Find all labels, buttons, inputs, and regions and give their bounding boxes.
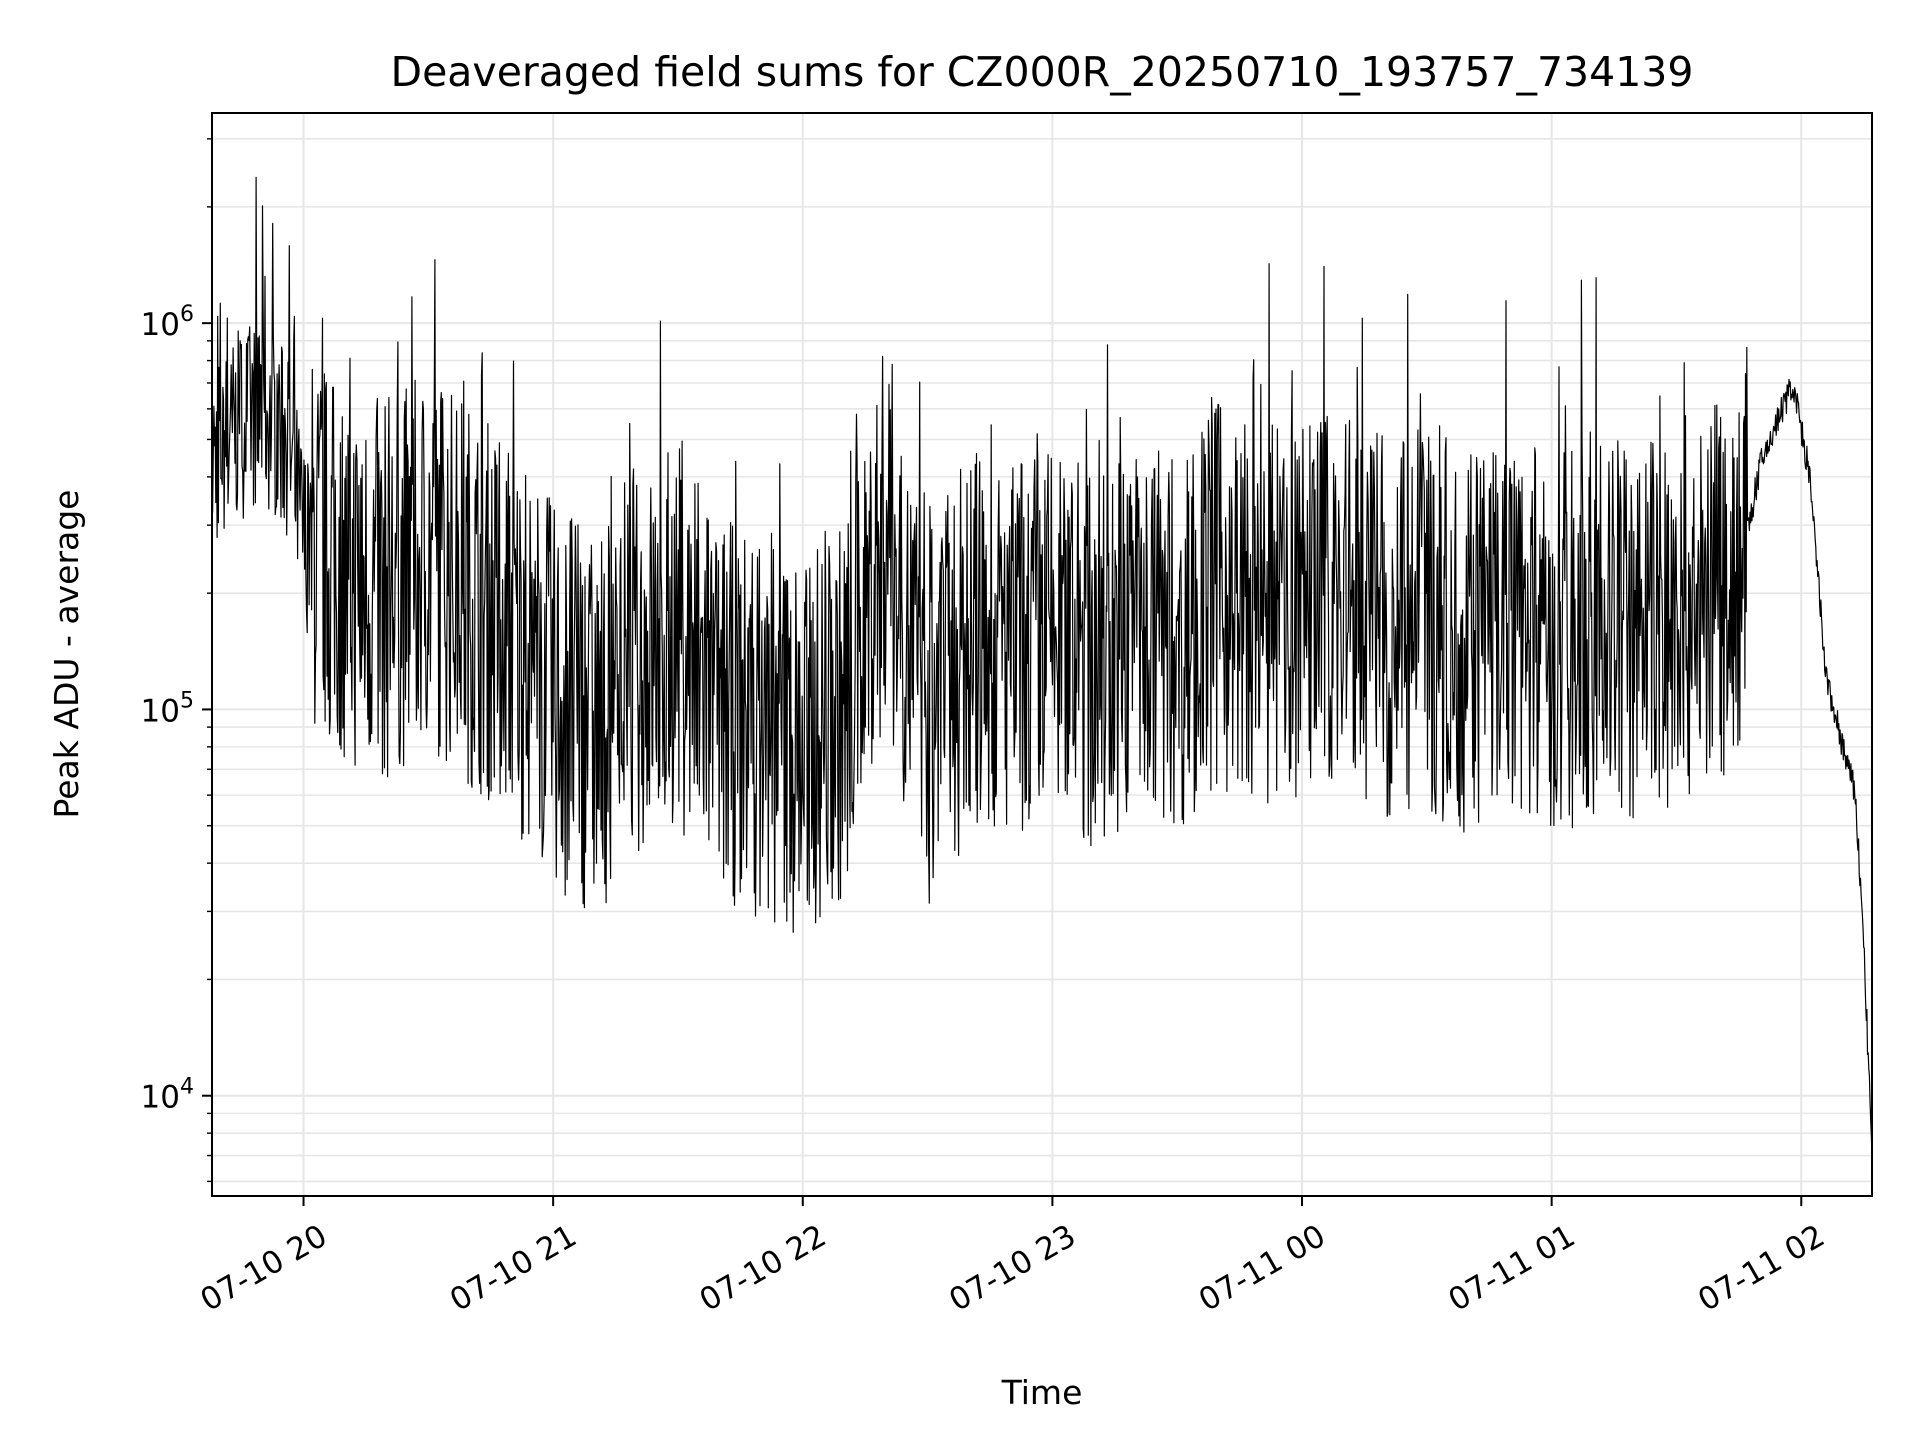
x-axis-label: Time (1001, 1373, 1083, 1412)
x-tick-label: 07-10 23 (943, 1218, 1082, 1319)
x-tick-label: 07-10 22 (694, 1218, 833, 1319)
x-tick-label: 07-10 21 (444, 1218, 583, 1319)
series-line (211, 176, 1873, 1161)
y-tick-label: 106 (141, 302, 194, 343)
y-axis-label: Peak ADU - average (47, 490, 86, 819)
x-tick-label: 07-11 01 (1443, 1218, 1582, 1319)
x-tick-label: 07-11 00 (1193, 1218, 1332, 1319)
x-tick-label: 07-10 20 (194, 1218, 333, 1319)
y-tick-label: 104 (141, 1075, 194, 1116)
x-tick-label: 07-11 02 (1692, 1218, 1831, 1319)
y-tick-label: 105 (141, 688, 194, 729)
plot-frame (211, 112, 1873, 1197)
chart-title: Deaveraged field sums for CZ000R_2025071… (391, 48, 1694, 96)
